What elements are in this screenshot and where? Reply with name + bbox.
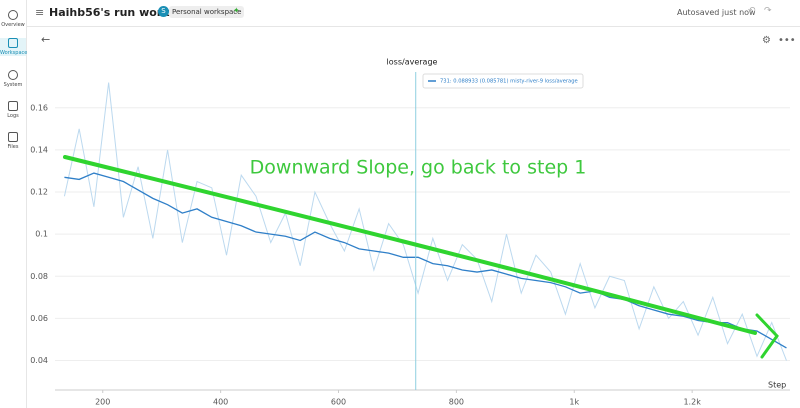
tooltip: 731: 0.088933 (0.085781) misty-river-9 l… bbox=[440, 79, 578, 85]
sidebar: Overview Workspace System Logs Files bbox=[0, 0, 27, 408]
header: ≡ Haihb56's run workspace S Personal wor… bbox=[27, 0, 800, 27]
avatar: S bbox=[158, 6, 169, 17]
y-tick-label: 0.16 bbox=[30, 103, 48, 112]
nav-item[interactable]: Logs bbox=[0, 101, 26, 119]
nav-label: Workspace bbox=[0, 50, 28, 56]
nav-item[interactable]: Files bbox=[0, 132, 26, 150]
nav-item[interactable]: Overview bbox=[0, 10, 26, 28]
y-tick-label: 0.04 bbox=[30, 356, 48, 365]
back-button[interactable]: ← bbox=[41, 33, 50, 46]
menu-icon[interactable]: ≡ bbox=[35, 6, 45, 19]
nav-item[interactable]: Workspace bbox=[0, 38, 28, 56]
redo[interactable]: ↷ bbox=[764, 6, 772, 16]
x-tick-label: 800 bbox=[449, 398, 464, 407]
y-tick-label: 0.12 bbox=[30, 188, 48, 197]
nav-label: System bbox=[3, 82, 23, 88]
more-button[interactable]: ••• bbox=[778, 35, 796, 46]
pin-icon[interactable]: ✦ bbox=[233, 6, 240, 15]
annotation: Downward Slope, go back to step 1 bbox=[250, 157, 587, 179]
undo[interactable]: ↶ bbox=[748, 6, 756, 16]
y-tick-label: 0.06 bbox=[30, 314, 48, 323]
workspace-badge[interactable]: Personal workspace bbox=[169, 6, 245, 18]
settings-button[interactable]: ⚙ bbox=[762, 35, 771, 46]
y-tick-label: 0.1 bbox=[35, 230, 48, 239]
x-tick-label: 600 bbox=[331, 398, 346, 407]
annotation-line bbox=[63, 155, 757, 335]
smoothed-line bbox=[64, 172, 787, 349]
nav-label: Logs bbox=[7, 113, 19, 119]
x-tick-label: 400 bbox=[213, 398, 228, 407]
x-axis-label: Step bbox=[768, 381, 786, 390]
annotation-arrow bbox=[755, 313, 779, 359]
x-tick-label: 1.2k bbox=[683, 398, 701, 407]
chart-title: loss/average bbox=[387, 58, 438, 67]
x-tick-label: 1k bbox=[569, 398, 579, 407]
autosave-status: Autosaved just now bbox=[677, 8, 756, 17]
nav-item[interactable]: System bbox=[0, 70, 26, 88]
y-tick-label: 0.08 bbox=[30, 272, 48, 281]
tooltip-box bbox=[422, 73, 584, 89]
y-tick-label: 0.14 bbox=[30, 145, 48, 154]
nav-label: Files bbox=[7, 144, 19, 150]
x-tick-label: 200 bbox=[95, 398, 110, 407]
nav-label: Overview bbox=[1, 22, 25, 28]
